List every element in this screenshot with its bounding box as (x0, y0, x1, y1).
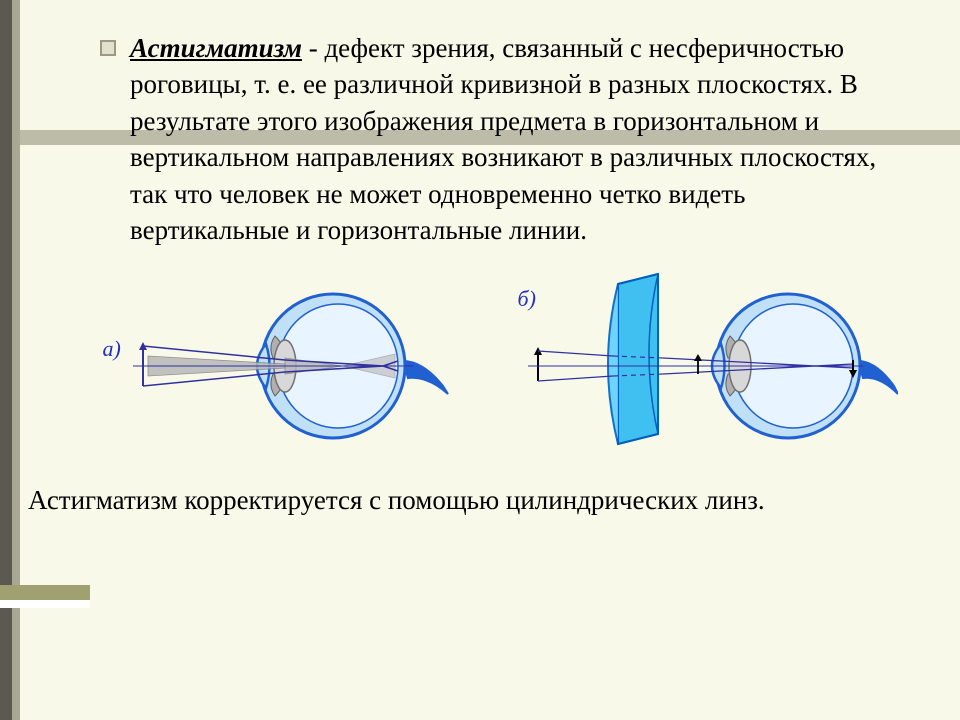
term: Астигматизм (130, 33, 302, 63)
diagram-b-label: б) (518, 286, 536, 312)
definition-text: - дефект зрения, связанный с несферичнос… (130, 33, 876, 245)
diagram-a: а) (113, 266, 453, 471)
bottom-text: Астигматизм корректируется с помощью цил… (28, 482, 900, 518)
main-text-block: Астигматизм - дефект зрения, связанный с… (0, 0, 960, 249)
slide: Астигматизм - дефект зрения, связанный с… (0, 0, 960, 720)
diagram-b: б) (498, 266, 898, 471)
left-accent (0, 570, 90, 615)
diagram-a-label: а) (103, 336, 121, 362)
bullet-icon (100, 40, 116, 56)
diagrams-row: а) (90, 264, 920, 474)
diagram-a-svg (113, 266, 453, 466)
diagram-b-svg (498, 266, 898, 466)
definition-paragraph: Астигматизм - дефект зрения, связанный с… (130, 30, 900, 249)
